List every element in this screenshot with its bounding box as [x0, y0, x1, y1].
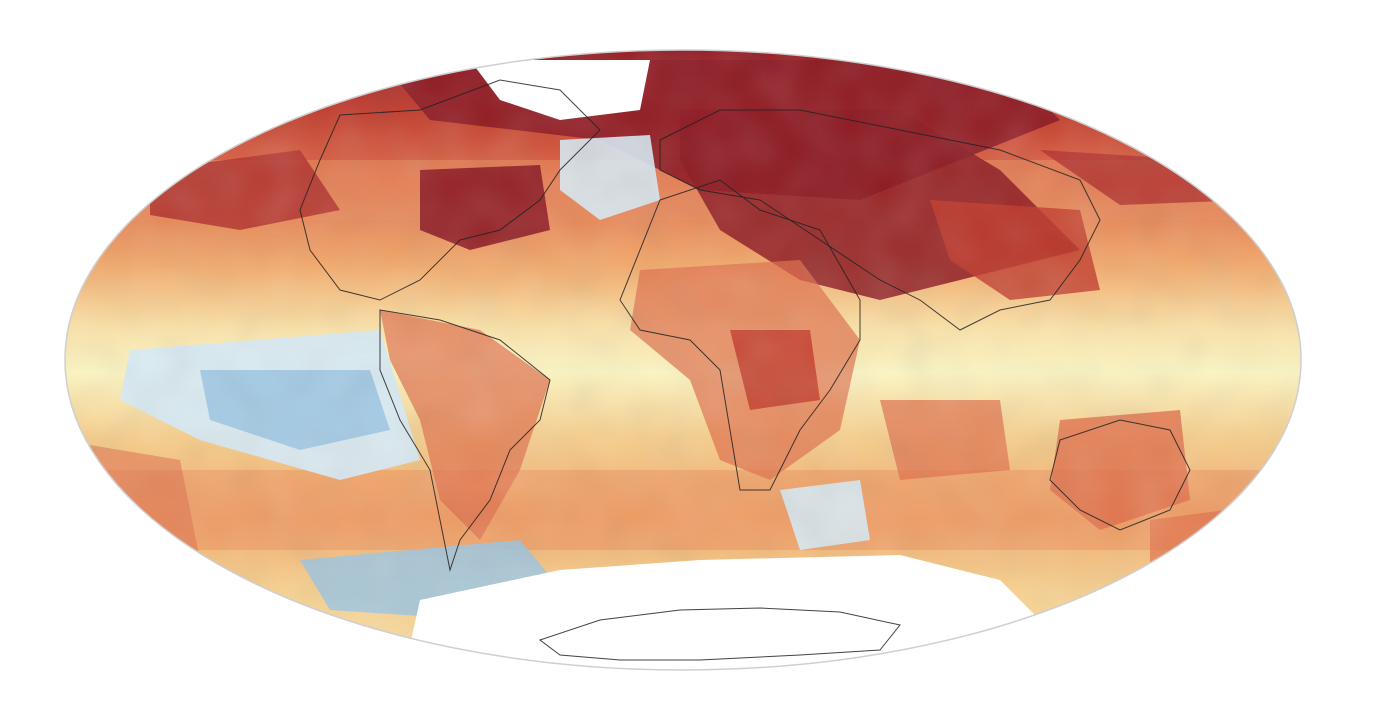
anomaly-field [65, 50, 1301, 670]
globe-outline [64, 49, 1302, 671]
eurasia-coastline [659, 109, 1101, 331]
antarctica-coastline [538, 607, 901, 661]
north-america-coastline [299, 79, 601, 301]
coastlines [299, 79, 1191, 661]
south-america-coastline [379, 309, 551, 572]
australia-coastline [1049, 419, 1191, 531]
